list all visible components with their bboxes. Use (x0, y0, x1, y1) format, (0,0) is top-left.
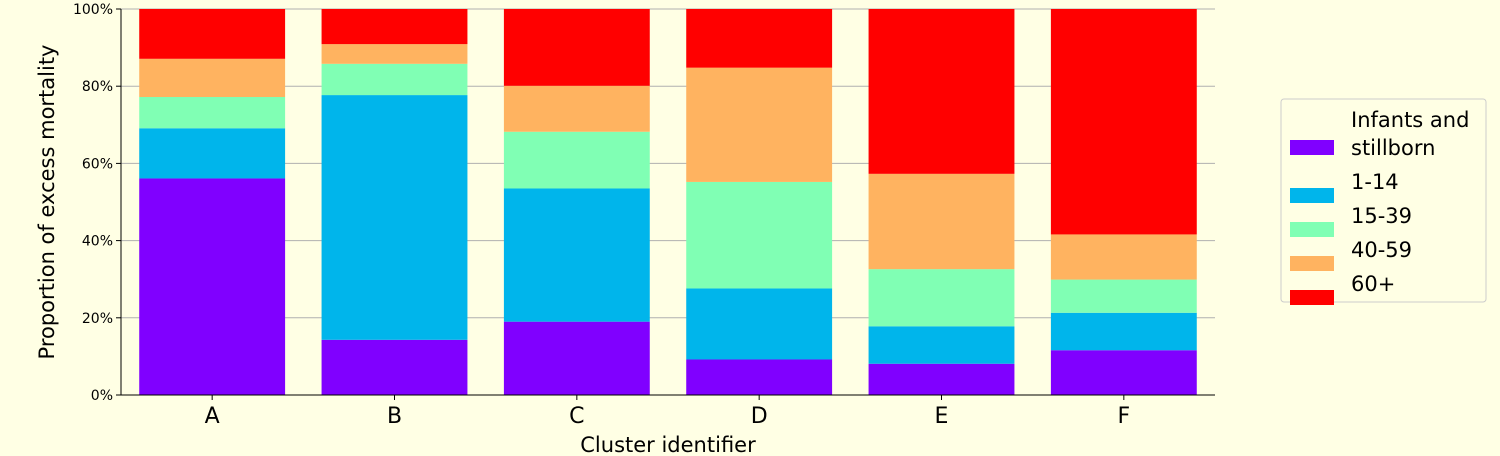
bar-B-1-14 (322, 95, 468, 340)
y-tick-label: 40% (82, 234, 113, 250)
x-tick-label-A: A (205, 404, 220, 429)
x-axis-label: Cluster identifier (580, 433, 756, 456)
bar-A-1-14 (139, 128, 285, 178)
bar-F-60+ (1051, 9, 1197, 234)
bar-A-15-39 (139, 97, 285, 128)
bar-E-1-14 (869, 326, 1015, 363)
legend-swatch (1290, 222, 1334, 237)
bar-C-infants-and-stillborn (504, 322, 650, 395)
x-tick-label-D: D (751, 404, 768, 429)
y-tick-label: 60% (82, 156, 113, 172)
legend-label: 40-59 (1351, 238, 1412, 262)
x-tick-label-E: E (935, 404, 949, 429)
legend-label: 15-39 (1351, 204, 1412, 228)
bar-D-1-14 (686, 288, 832, 359)
bar-D-60+ (686, 9, 832, 68)
bar-B-60+ (322, 9, 468, 44)
bar-E-infants-and-stillborn (869, 364, 1015, 395)
legend-swatch (1290, 188, 1334, 203)
y-axis-label: Proportion of excess mortality (35, 45, 59, 360)
bar-D-15-39 (686, 182, 832, 289)
y-tick-label: 0% (91, 388, 113, 404)
x-tick-label-B: B (387, 404, 402, 429)
y-tick-label: 20% (82, 311, 113, 327)
y-ticks: 0% 20% 40% 60% 80% 100% (73, 2, 121, 404)
bar-F-infants-and-stillborn (1051, 350, 1197, 395)
x-ticks: A B C D E F (205, 395, 1131, 429)
x-tick-label-F: F (1118, 404, 1131, 429)
bar-D-infants-and-stillborn (686, 359, 832, 395)
bars (139, 9, 1197, 395)
bar-C-60+ (504, 9, 650, 86)
bar-C-1-14 (504, 188, 650, 321)
bar-B-15-39 (322, 64, 468, 95)
bar-A-60+ (139, 9, 285, 59)
bar-E-15-39 (869, 269, 1015, 326)
bar-E-40-59 (869, 174, 1015, 269)
x-tick-label-C: C (569, 404, 584, 429)
y-tick-label: 80% (82, 79, 113, 95)
bar-F-40-59 (1051, 234, 1197, 279)
bar-A-40-59 (139, 59, 285, 97)
legend-swatch (1290, 140, 1334, 155)
bar-D-40-59 (686, 68, 832, 182)
bar-B-infants-and-stillborn (322, 340, 468, 395)
legend-label: 1-14 (1351, 170, 1399, 194)
y-tick-label: 100% (73, 2, 113, 18)
bar-A-infants-and-stillborn (139, 178, 285, 395)
bar-C-40-59 (504, 86, 650, 132)
legend-swatch (1290, 290, 1334, 305)
bar-B-40-59 (322, 44, 468, 64)
bar-E-60+ (869, 9, 1015, 174)
legend-swatch (1290, 256, 1334, 271)
bar-F-15-39 (1051, 280, 1197, 313)
legend-label: 60+ (1351, 272, 1395, 296)
bar-C-15-39 (504, 132, 650, 189)
bar-F-1-14 (1051, 313, 1197, 350)
